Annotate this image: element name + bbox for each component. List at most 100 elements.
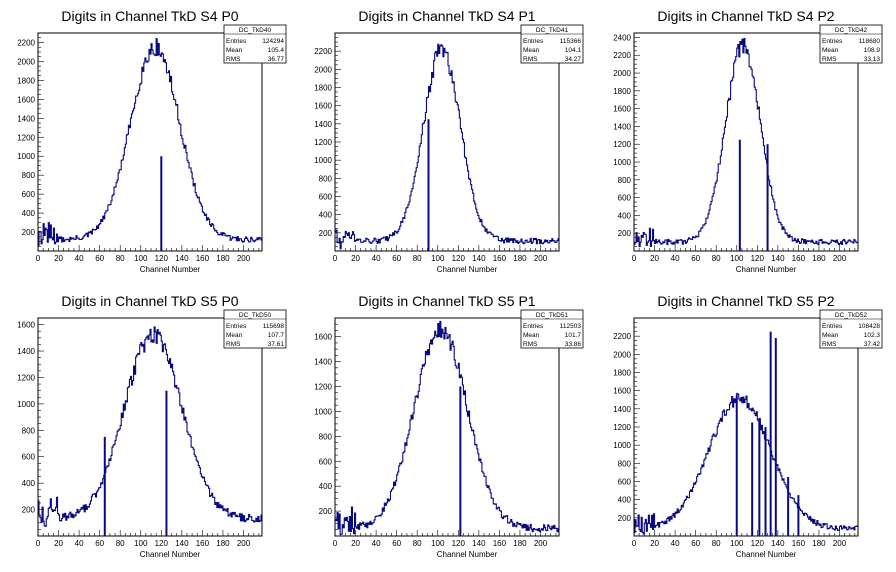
x-tick-label: 20: [650, 254, 659, 263]
histogram-panel: Digits in Channel TkD S5 P0 0 20 40 60 80 100 1…: [17, 293, 287, 559]
stats-key: RMS: [523, 56, 538, 63]
y-tick-label: 2200: [613, 332, 631, 341]
x-tick-label: 80: [712, 539, 721, 548]
x-tick-label: 20: [54, 254, 63, 263]
y-tick-label: 600: [319, 193, 333, 202]
x-tick-label: 180: [513, 539, 527, 548]
y-tick-label: 200: [618, 229, 632, 238]
x-axis-label: Channel Number: [140, 550, 201, 559]
x-tick-label: 200: [237, 254, 251, 263]
y-tick-label: 1200: [314, 138, 332, 147]
stats-key: Entries: [226, 38, 247, 45]
stats-name: DC_TkD50: [239, 312, 272, 319]
x-tick-label: 160: [792, 539, 806, 548]
stats-value: 112503: [560, 323, 582, 330]
y-tick-label: 2000: [17, 57, 35, 66]
y-tick-label: 1600: [613, 105, 631, 114]
x-tick-label: 40: [671, 254, 680, 263]
x-tick-label: 20: [351, 539, 360, 548]
y-tick-label: 400: [618, 211, 632, 220]
stats-key: RMS: [822, 341, 837, 348]
y-tick-label: 1400: [314, 120, 332, 129]
x-tick-label: 0: [36, 539, 41, 548]
y-tick-label: 1400: [17, 347, 35, 356]
y-tick-label: 1200: [613, 423, 631, 432]
x-axis-label: Channel Number: [736, 550, 797, 559]
stats-key: Entries: [523, 38, 544, 45]
y-tick-label: 1600: [17, 95, 35, 104]
plot-frame: [37, 32, 263, 252]
x-tick-label: 20: [54, 539, 63, 548]
x-tick-label: 140: [175, 539, 189, 548]
x-tick-label: 0: [333, 254, 338, 263]
x-tick-label: 200: [534, 254, 548, 263]
stats-key: Mean: [226, 332, 243, 339]
stats-name: DC_TkD52: [835, 312, 868, 319]
plot-frame: [334, 317, 560, 537]
x-tick-label: 140: [472, 539, 486, 548]
chart-title: Digits in Channel TkD S4 P1: [358, 8, 535, 24]
x-tick-label: 40: [75, 254, 84, 263]
y-tick-label: 600: [319, 457, 333, 466]
stats-value: 37.61: [268, 341, 285, 348]
x-tick-label: 180: [513, 254, 527, 263]
x-axis-label: Channel Number: [140, 265, 201, 274]
stats-key: Mean: [226, 47, 243, 54]
x-tick-label: 60: [392, 539, 401, 548]
histogram-line: [38, 326, 262, 527]
y-tick-label: 1800: [613, 369, 631, 378]
stats-value: 104.1: [565, 47, 582, 54]
y-tick-label: 2000: [613, 69, 631, 78]
x-tick-label: 140: [175, 254, 189, 263]
x-tick-label: 20: [650, 539, 659, 548]
y-tick-label: 200: [319, 507, 333, 516]
y-tick-label: 800: [319, 432, 333, 441]
histogram-line: [335, 43, 559, 249]
stats-value: 37.42: [864, 341, 881, 348]
x-tick-label: 40: [671, 539, 680, 548]
y-tick-label: 1800: [17, 76, 35, 85]
stats-value: 124294: [262, 38, 284, 45]
histogram-panel: Digits in Channel TkD S4 P2 0 20 40 60 80 100 1…: [613, 8, 883, 274]
stats-value: 108.9: [864, 47, 881, 54]
chart-title: Digits in Channel TkD S4 P2: [657, 8, 834, 24]
y-tick-label: 400: [319, 211, 333, 220]
y-tick-label: 1400: [17, 114, 35, 123]
x-tick-label: 160: [493, 254, 507, 263]
x-tick-label: 140: [771, 254, 785, 263]
chart-title: Digits in Channel TkD S5 P1: [358, 293, 535, 309]
x-tick-label: 140: [771, 539, 785, 548]
stats-value: 34.27: [565, 56, 582, 63]
x-tick-label: 200: [833, 539, 847, 548]
x-tick-label: 120: [452, 539, 466, 548]
x-tick-label: 80: [116, 539, 125, 548]
stats-key: RMS: [226, 341, 241, 348]
x-tick-label: 20: [351, 254, 360, 263]
histogram-line: [634, 392, 858, 535]
histogram-panel: Digits in Channel TkD S4 P0 0 20 40 60 80 100 1…: [17, 8, 287, 274]
x-tick-label: 60: [95, 539, 104, 548]
y-tick-label: 1600: [314, 333, 332, 342]
x-tick-label: 40: [372, 254, 381, 263]
stats-key: Entries: [822, 38, 843, 45]
x-axis-label: Channel Number: [437, 550, 498, 559]
x-tick-label: 60: [95, 254, 104, 263]
x-tick-label: 100: [730, 254, 744, 263]
x-tick-label: 0: [632, 254, 637, 263]
stats-key: RMS: [226, 56, 241, 63]
x-axis-label: Channel Number: [437, 265, 498, 274]
stats-value: 36.77: [268, 56, 285, 63]
chart-title: Digits in Channel TkD S5 P2: [657, 293, 834, 309]
histogram-panel: Digits in Channel TkD S5 P1 0 20 40 60 80 100 1…: [314, 293, 584, 559]
y-tick-label: 1400: [613, 405, 631, 414]
x-tick-label: 140: [472, 254, 486, 263]
stats-key: Mean: [822, 332, 839, 339]
x-tick-label: 100: [431, 254, 445, 263]
x-tick-label: 180: [812, 254, 826, 263]
x-tick-label: 100: [134, 539, 148, 548]
plot-frame: [633, 32, 859, 252]
stats-box: [520, 309, 584, 349]
y-tick-label: 1200: [17, 133, 35, 142]
x-tick-label: 80: [712, 254, 721, 263]
y-tick-label: 400: [22, 209, 36, 218]
